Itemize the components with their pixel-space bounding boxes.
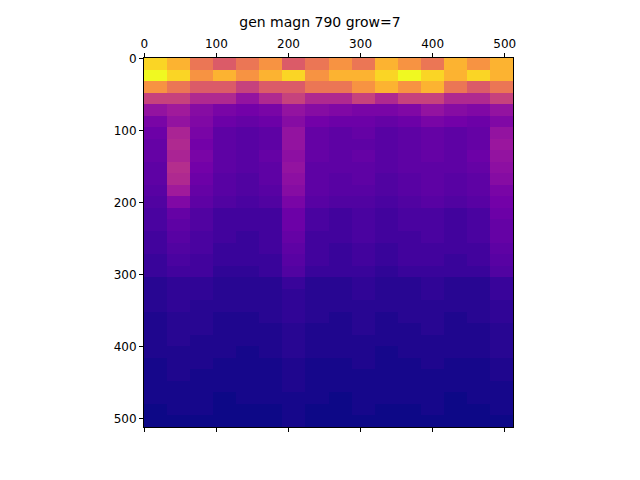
svg-text:200: 200 — [114, 196, 137, 210]
svg-text:300: 300 — [349, 37, 372, 51]
svg-text:0: 0 — [141, 37, 149, 51]
svg-text:500: 500 — [493, 37, 516, 51]
svg-text:400: 400 — [114, 340, 137, 354]
svg-text:300: 300 — [114, 268, 137, 282]
svg-text:gen magn 790 grow=7: gen magn 790 grow=7 — [239, 14, 400, 30]
svg-text:500: 500 — [114, 412, 137, 426]
svg-text:0: 0 — [129, 52, 137, 66]
svg-text:100: 100 — [205, 37, 228, 51]
svg-text:100: 100 — [114, 124, 137, 138]
svg-text:400: 400 — [421, 37, 444, 51]
svg-text:200: 200 — [277, 37, 300, 51]
